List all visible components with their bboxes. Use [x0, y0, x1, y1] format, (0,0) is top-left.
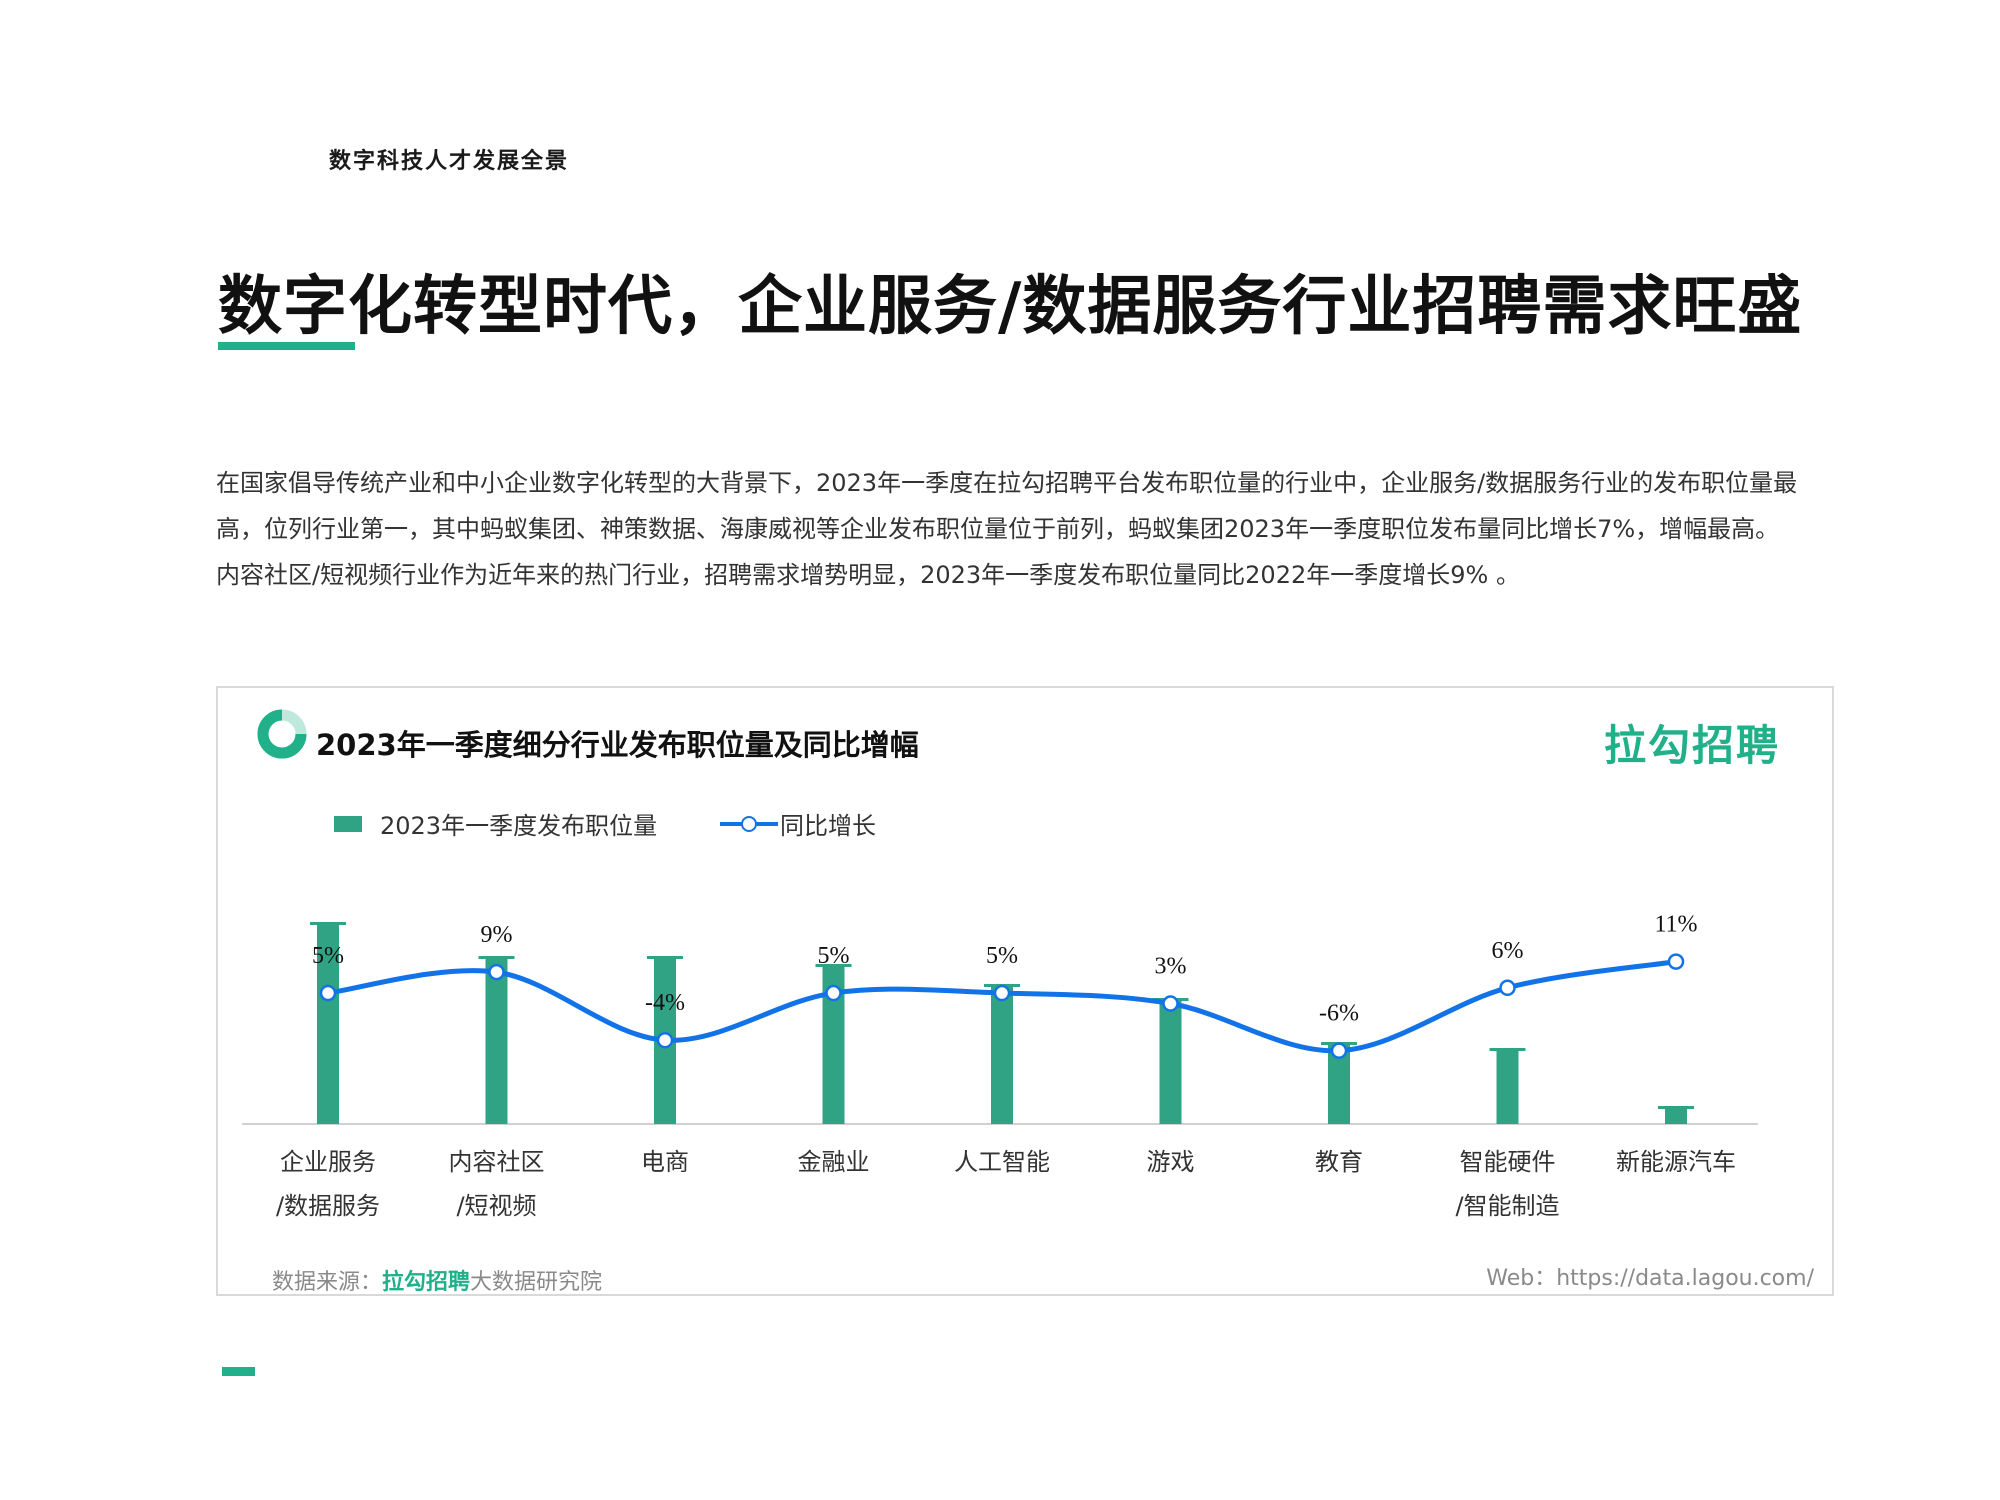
category-label-0-0: 企业服务 — [280, 1148, 376, 1176]
growth-point-1 — [488, 963, 505, 981]
brand-logo: 拉勾招聘 — [1603, 721, 1780, 770]
growth-label-8: 11% — [1654, 912, 1697, 938]
growth-point-4 — [993, 984, 1011, 1002]
category-label-0-1: /数据服务 — [276, 1192, 380, 1220]
category-label-2-0: 电商 — [641, 1148, 689, 1176]
category-label-8-0: 新能源汽车 — [1616, 1148, 1736, 1176]
growth-point-5 — [1162, 995, 1179, 1012]
growth-label-5: 3% — [1155, 954, 1187, 980]
category-label-7-0: 智能硬件 — [1460, 1148, 1556, 1176]
source-note: 数据来源：拉勾招聘大数据研究院 — [272, 1264, 602, 1296]
body-paragraph-2: 内容社区/短视频行业作为近年来的热门行业，招聘需求增势明显，2023年一季度发布… — [216, 561, 1520, 589]
bar-5 — [1159, 1000, 1182, 1124]
growth-point-8 — [1667, 953, 1685, 970]
category-label-7-1: /智能制造 — [1455, 1192, 1559, 1220]
growth-label-0: 5% — [312, 943, 344, 969]
source-prefix: 数据来源： — [272, 1270, 383, 1295]
bar-cap-1 — [478, 956, 515, 959]
legend-item-line: 同比增长 — [720, 806, 876, 841]
ring-logo-icon — [257, 709, 307, 759]
source-brand: 拉勾招聘 — [382, 1270, 471, 1295]
growth-point-0 — [319, 984, 337, 1002]
category-label-4-0: 人工智能 — [954, 1148, 1050, 1176]
bar-cap-0 — [310, 922, 346, 925]
bar-cap-3 — [815, 964, 852, 967]
footer-accent-bar — [222, 1367, 255, 1376]
header-label: 数字科技人才发展全景 — [329, 149, 570, 174]
legend-line-swatch — [720, 814, 778, 834]
body-paragraph-1: 在国家倡导传统产业和中小企业数字化转型的大背景下，2023年一季度在拉勾招聘平台… — [216, 469, 1798, 543]
category-label-6-0: 教育 — [1315, 1148, 1363, 1176]
chart-plot: 5% 9% -4% 5% 5% 3% -6% 6% 11% 企业服务/数据服务 内容社区/短视频 电商… — [242, 912, 1758, 1220]
bar-cap-8 — [1658, 1106, 1694, 1109]
chart-title: 2023年一季度细分行业发布职位量及同比增幅 — [316, 728, 919, 762]
bar-3 — [822, 966, 845, 1124]
bar-1 — [485, 958, 508, 1124]
legend-bar-label: 2023年一季度发布职位量 — [380, 812, 658, 840]
web-note: Web：https://data.lagou.com/ — [1486, 1266, 1814, 1291]
growth-label-6: -6% — [1319, 1001, 1359, 1027]
growth-label-3: 5% — [818, 943, 850, 969]
bar-cap-2 — [647, 956, 683, 959]
bar-4 — [991, 986, 1013, 1124]
page-title: 数字化转型时代，企业服务/数据服务行业招聘需求旺盛 — [218, 270, 1803, 344]
growth-label-7: 6% — [1492, 938, 1524, 964]
growth-point-7 — [1499, 979, 1516, 997]
growth-point-2 — [656, 1031, 674, 1049]
title-underline — [218, 342, 355, 350]
legend-bar-swatch — [334, 815, 362, 832]
category-label-5-0: 游戏 — [1147, 1148, 1195, 1176]
category-label-1-1: /短视频 — [456, 1192, 536, 1220]
bar-7 — [1496, 1050, 1519, 1124]
bar-8 — [1665, 1108, 1687, 1124]
growth-point-6 — [1330, 1042, 1348, 1059]
category-label-3-0: 金融业 — [798, 1148, 870, 1176]
bar-cap-7 — [1489, 1048, 1526, 1051]
body-text: 在国家倡导传统产业和中小企业数字化转型的大背景下，2023年一季度在拉勾招聘平台… — [216, 460, 1836, 598]
category-label-1-0: 内容社区 — [449, 1148, 545, 1176]
growth-label-2: -4% — [645, 990, 685, 1016]
source-suffix: 大数据研究院 — [470, 1270, 603, 1295]
growth-point-3 — [825, 984, 842, 1002]
growth-label-4: 5% — [986, 943, 1018, 969]
bar-0 — [317, 924, 339, 1124]
chart-card: 2023年一季度细分行业发布职位量及同比增幅 拉勾招聘 2023年一季度发布职位… — [216, 686, 1834, 1296]
growth-label-1: 9% — [481, 922, 513, 948]
bar-6 — [1328, 1044, 1350, 1124]
legend-item-bar: 2023年一季度发布职位量 — [334, 806, 657, 841]
legend-line-label: 同比增长 — [780, 812, 876, 840]
